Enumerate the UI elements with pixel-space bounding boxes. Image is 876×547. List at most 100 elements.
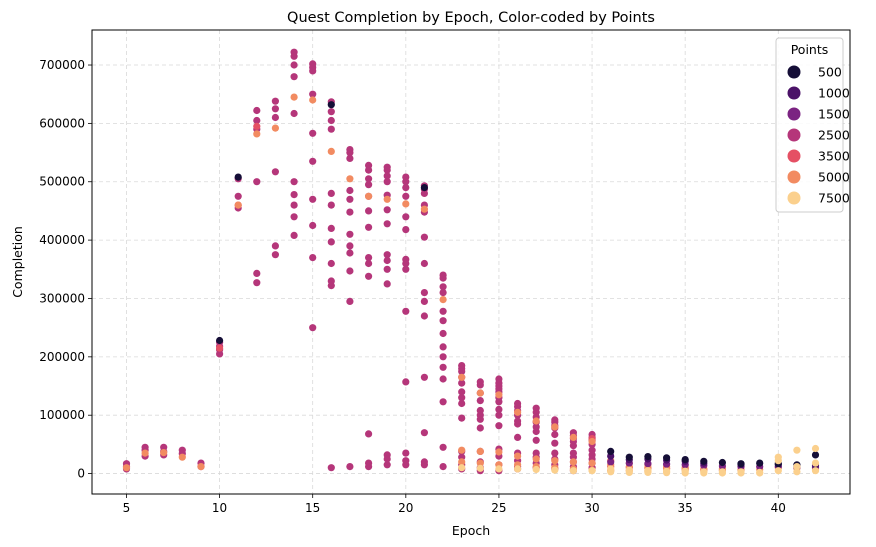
data-point	[476, 381, 484, 389]
data-point	[476, 415, 484, 423]
data-point	[383, 220, 391, 228]
data-point	[271, 251, 279, 259]
data-point	[402, 184, 410, 192]
data-point	[625, 468, 633, 476]
data-point	[216, 336, 224, 345]
y-tick-label: 500000	[39, 175, 85, 189]
legend-label: 2500	[818, 128, 850, 143]
plot-frame	[91, 29, 851, 495]
x-tick-label: 5	[123, 501, 131, 515]
data-point	[402, 226, 410, 234]
data-point	[607, 458, 615, 466]
data-point	[551, 423, 559, 431]
data-point	[495, 411, 503, 419]
data-point	[346, 242, 354, 250]
data-point	[420, 289, 428, 297]
data-point	[122, 464, 131, 472]
data-point	[402, 213, 410, 221]
data-point	[514, 433, 522, 441]
data-point	[383, 461, 391, 469]
data-point	[569, 442, 578, 450]
data-point	[514, 452, 522, 460]
data-point	[495, 405, 503, 413]
data-point	[588, 437, 596, 446]
data-point	[327, 101, 335, 109]
data-point	[271, 105, 279, 113]
data-point	[383, 256, 391, 265]
data-point	[439, 283, 447, 291]
data-point	[178, 453, 186, 461]
data-point	[458, 464, 466, 472]
data-point	[271, 242, 279, 250]
legend: Points 500 1000 1500 2500 3500 5000 7500	[775, 37, 850, 213]
data-point	[309, 67, 317, 75]
data-point	[607, 468, 615, 476]
data-point	[365, 223, 373, 231]
data-point	[346, 186, 354, 195]
data-point	[532, 455, 540, 463]
x-tick-label: 10	[212, 501, 227, 515]
data-point	[197, 463, 205, 471]
data-point	[476, 397, 484, 405]
data-point	[253, 122, 261, 130]
y-tick-label: 600000	[39, 116, 85, 130]
data-point	[607, 447, 615, 455]
data-point	[402, 178, 410, 186]
x-tick-label: 15	[305, 501, 320, 515]
data-point	[700, 469, 708, 477]
data-point	[383, 265, 391, 273]
data-point	[551, 466, 559, 474]
data-point	[402, 265, 410, 273]
legend-label: 500	[818, 65, 842, 80]
data-point	[327, 125, 335, 133]
data-point	[495, 398, 503, 406]
data-point	[458, 388, 466, 396]
data-point	[495, 422, 503, 430]
data-point	[681, 456, 689, 464]
data-point	[439, 375, 447, 383]
data-point	[495, 448, 503, 456]
data-point	[439, 343, 447, 351]
data-point	[346, 267, 354, 275]
data-point	[327, 147, 335, 155]
data-point	[253, 269, 261, 277]
data-point	[271, 97, 279, 105]
data-point	[234, 201, 242, 209]
data-point	[365, 430, 373, 438]
data-point	[458, 458, 466, 466]
data-point	[346, 230, 354, 238]
data-point	[756, 469, 764, 477]
data-point	[141, 449, 149, 457]
data-point	[290, 201, 298, 209]
data-point	[383, 178, 391, 186]
x-tick-label: 20	[398, 501, 413, 515]
data-point	[290, 73, 298, 81]
data-point	[663, 469, 671, 477]
data-point	[234, 173, 242, 181]
data-point	[476, 424, 484, 432]
data-point	[420, 189, 428, 197]
data-point	[793, 446, 801, 454]
data-point	[737, 460, 745, 468]
data-point	[383, 166, 391, 174]
data-point	[402, 259, 410, 268]
data-point	[439, 329, 447, 338]
legend-label: 7500	[818, 191, 850, 206]
data-point	[309, 324, 317, 332]
data-point	[420, 184, 428, 192]
data-point	[290, 109, 298, 118]
data-point	[290, 231, 298, 239]
data-point	[365, 463, 373, 471]
y-tick-label: 200000	[39, 350, 85, 364]
legend-marker	[787, 86, 801, 100]
y-tick-label: 0	[77, 467, 85, 481]
data-point	[216, 350, 224, 358]
data-point	[793, 468, 801, 476]
data-point	[365, 207, 373, 215]
data-point	[588, 467, 596, 475]
data-point	[532, 465, 540, 474]
data-point	[309, 90, 317, 98]
data-point	[402, 449, 410, 457]
data-point	[551, 449, 559, 457]
